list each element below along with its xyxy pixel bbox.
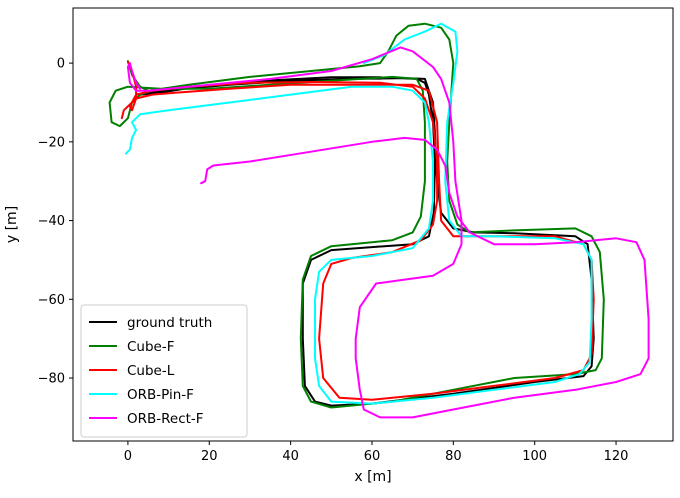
- x-tick-label: 40: [282, 449, 299, 464]
- legend-label: ORB-Pin-F: [127, 387, 194, 403]
- legend-label: ground truth: [127, 315, 212, 331]
- x-tick-label: 0: [124, 449, 132, 464]
- legend-box: [80, 304, 248, 438]
- x-tick-label: 20: [201, 449, 218, 464]
- plot-frame: [72, 7, 674, 442]
- legend: ground truth Cube-F Cube-L ORB-Pin-F ORB-Rec…: [80, 304, 248, 438]
- series-layer: [108, 22, 650, 419]
- series-line-1: [108, 22, 605, 409]
- y-tick-label: −20: [38, 135, 65, 150]
- y-tick-label: 0: [57, 57, 65, 72]
- x-tick-label: 100: [522, 449, 547, 464]
- y-tick-label: −80: [38, 372, 65, 387]
- y-axis-label: y [m]: [4, 206, 20, 243]
- x-tick-label: 60: [364, 449, 381, 464]
- x-tick-label: 120: [604, 449, 629, 464]
- series-line-3: [124, 22, 593, 405]
- legend-label: ORB-Rect-F: [127, 411, 204, 427]
- y-tick-label: −60: [38, 293, 65, 308]
- legend-label: Cube-L: [127, 363, 175, 379]
- ticks-layer: 0 20 40 60 80 100 120 0 −20 −40 −60 −80: [38, 57, 629, 464]
- x-tick-label: 80: [445, 449, 462, 464]
- series-line-4: [126, 46, 650, 419]
- y-tick-label: −40: [38, 214, 65, 229]
- legend-label: Cube-F: [127, 339, 175, 355]
- x-axis-label: x [m]: [354, 469, 391, 485]
